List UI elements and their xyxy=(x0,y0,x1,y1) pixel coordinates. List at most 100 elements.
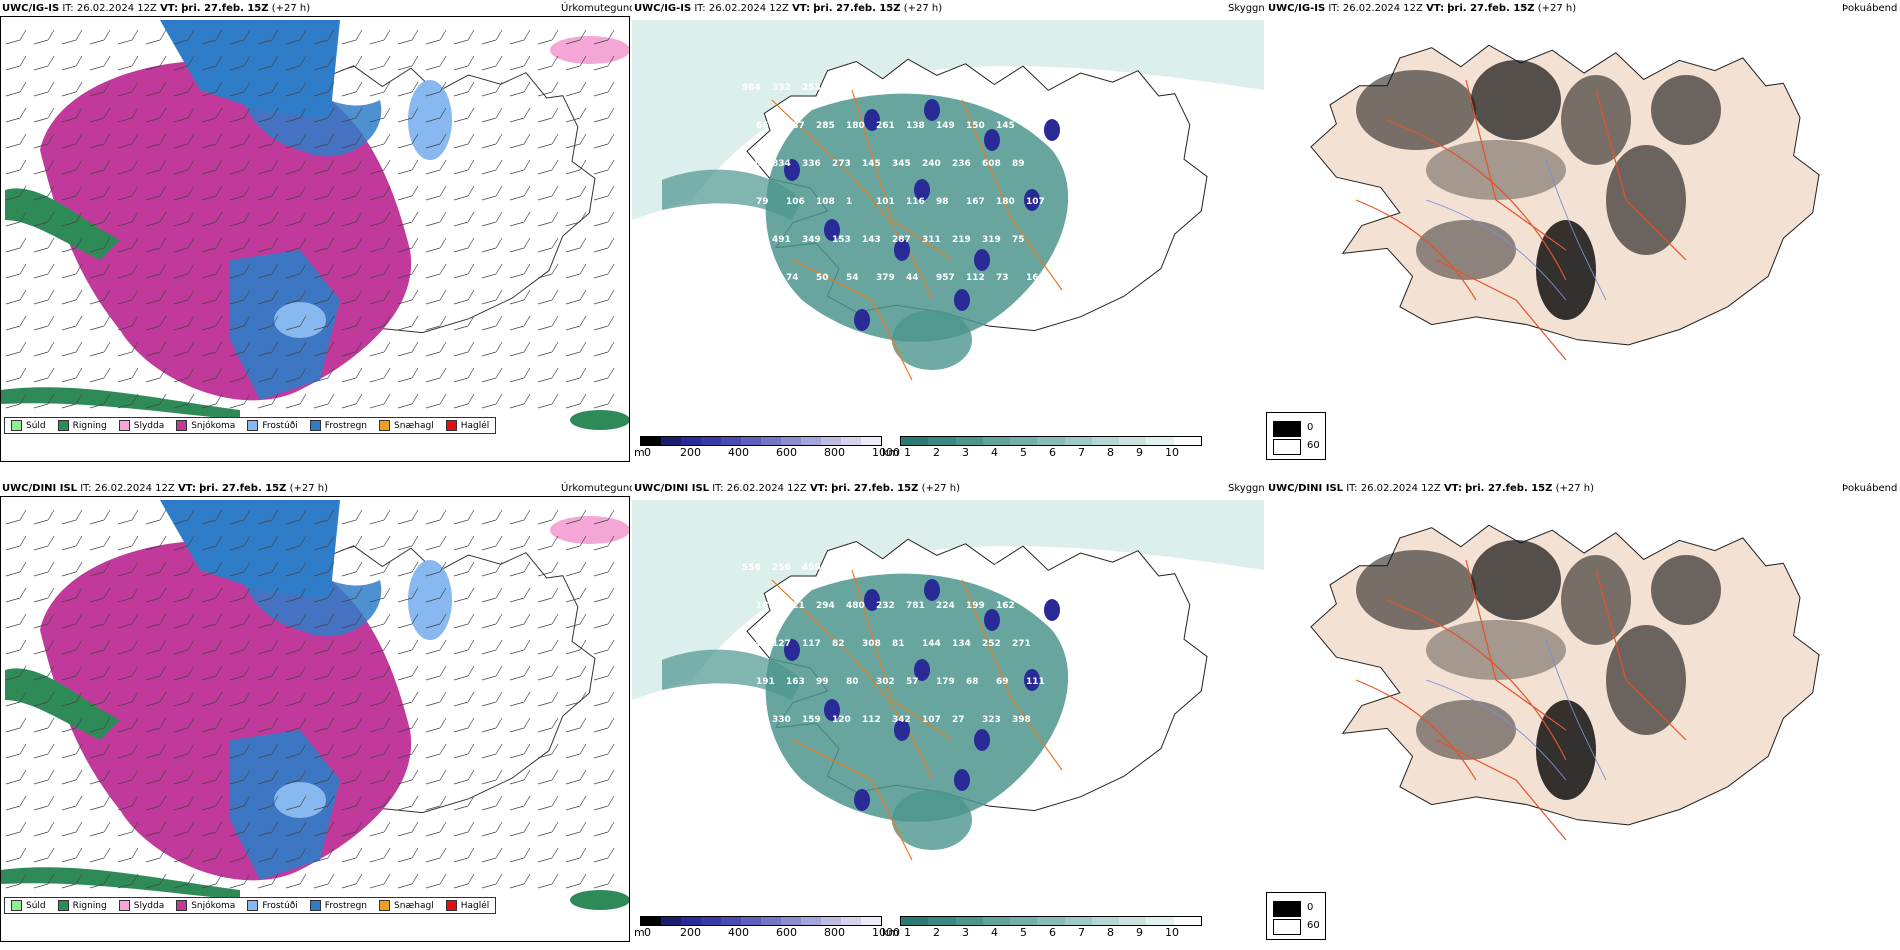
visibility-value: 191 xyxy=(756,677,775,687)
visibility-tick: 2 xyxy=(933,926,940,939)
visibility-value: 273 xyxy=(832,159,851,169)
visibility-value: 150 xyxy=(966,121,985,131)
legend-item: Frostregn xyxy=(309,420,367,431)
panel-header: UWC/DINI ISL IT: 26.02.2024 12Z VT: þri.… xyxy=(634,483,961,494)
visibility-value: 182 xyxy=(742,715,761,725)
visibility-value: 138 xyxy=(906,121,925,131)
visibility-value: 295 xyxy=(982,563,1001,573)
panel-header: UWC/DINI ISL IT: 26.02.2024 12Z VT: þri.… xyxy=(1268,483,1595,494)
visibility-tick: 3 xyxy=(962,446,969,459)
visibility-value: 112 xyxy=(966,273,985,283)
visibility-value: 111 xyxy=(1026,677,1045,687)
visibility-value: 107 xyxy=(922,563,941,573)
visibility-value: 44 xyxy=(906,273,919,283)
visibility-value: 556 xyxy=(742,563,761,573)
legend-item: Slydda xyxy=(118,420,165,431)
visibility-value: 107 xyxy=(1026,197,1045,207)
ceiling-tick: 800 xyxy=(824,926,845,939)
visibility-value: 349 xyxy=(802,235,821,245)
legend-item: Snjókoma xyxy=(176,420,235,431)
visibility-value: 840 xyxy=(892,83,911,93)
visibility-value: 285 xyxy=(816,121,835,131)
visibility-value: 332 xyxy=(772,83,791,93)
legend-label: Snjókoma xyxy=(191,420,236,431)
visibility-tick: 4 xyxy=(991,926,998,939)
visibility-value: 168 xyxy=(1026,273,1045,283)
visibility-value: 422 xyxy=(1026,121,1045,131)
visibility-value: 149 xyxy=(936,121,955,131)
visibility-value: 345 xyxy=(892,159,911,169)
visibility-value: 342 xyxy=(892,715,911,725)
ceiling-tick: 400 xyxy=(728,446,749,459)
visibility-tick: 5 xyxy=(1020,926,1027,939)
visibility-value: 73 xyxy=(996,273,1009,283)
visibility-value: 499 xyxy=(802,563,821,573)
legend-swatch xyxy=(247,900,259,911)
legend-label: Snjókoma xyxy=(191,900,236,911)
legend-item: Frostúði xyxy=(247,420,298,431)
visibility-value: 145 xyxy=(996,121,1015,131)
visibility-value: 162 xyxy=(996,601,1015,611)
ceiling-unit: m xyxy=(634,926,645,939)
visibility-value: 957 xyxy=(936,273,955,283)
visibility-value: 308 xyxy=(862,639,881,649)
visibility-value: 81 xyxy=(892,639,905,649)
legend-swatch xyxy=(309,420,321,431)
precip-map xyxy=(0,17,630,461)
visibility-value: 121 xyxy=(786,601,805,611)
visibility-value: 101 xyxy=(876,197,895,207)
visibility-value: 608 xyxy=(982,159,1001,169)
visibility-tick: 3 xyxy=(962,926,969,939)
legend-label: Súld xyxy=(26,900,46,911)
visibility-value: 99 xyxy=(816,677,829,687)
visibility-value: 271 xyxy=(1012,639,1031,649)
panel-title: Þokuábendi xyxy=(1842,3,1898,14)
visibility-value: 275 xyxy=(952,563,971,573)
visibility-value: 127 xyxy=(772,639,791,649)
visibility-value: 145 xyxy=(862,159,881,169)
visibility-value: 232 xyxy=(876,601,895,611)
visibility-value: 379 xyxy=(876,273,895,283)
visibility-value: 106 xyxy=(786,197,805,207)
visibility-value: 120 xyxy=(832,715,851,725)
visibility-value: 83 xyxy=(742,235,755,245)
visibility-value: 759 xyxy=(922,83,941,93)
visibility-value: 165 xyxy=(1026,601,1045,611)
visibility-value: 189 xyxy=(756,601,775,611)
visibility-tick: 6 xyxy=(1049,926,1056,939)
ceiling-tick: 200 xyxy=(680,926,701,939)
fog-map xyxy=(1266,17,1898,462)
legend-label: Snæhagl xyxy=(394,420,434,431)
visibility-tick: 1 xyxy=(904,446,911,459)
visibility-value: 153 xyxy=(832,235,851,245)
visibility-map: 556 256 499 424 589 155 107 275 295 242 189 121 294 4… xyxy=(632,497,1264,925)
visibility-value: 330 xyxy=(772,715,791,725)
visibility-panel-row1: UWC/IG-IS IT: 26.02.2024 12Z VT: þri. 27… xyxy=(632,0,1264,462)
legend-label: Haglél xyxy=(460,900,490,911)
visibility-value: 252 xyxy=(982,639,1001,649)
visibility-tick: 1 xyxy=(904,926,911,939)
legend-swatch xyxy=(176,420,188,431)
visibility-value: 79 xyxy=(756,197,769,207)
legend-item: Frostúði xyxy=(247,900,298,911)
visibility-value: 283 xyxy=(952,83,971,93)
legend-swatch xyxy=(247,420,259,431)
visibility-value: 781 xyxy=(906,601,925,611)
visibility-value: 261 xyxy=(876,121,895,131)
legend-label: Slydda xyxy=(133,420,165,431)
visibility-value: 398 xyxy=(1012,715,1031,725)
panel-title: Úrkomutegund xyxy=(561,483,632,494)
legend-swatch xyxy=(57,900,69,911)
visibility-value: 224 xyxy=(936,601,955,611)
fog-panel-row2: UWC/DINI ISL IT: 26.02.2024 12Z VT: þri.… xyxy=(1266,480,1898,942)
visibility-value: 287 xyxy=(892,235,911,245)
visibility-value: 163 xyxy=(786,677,805,687)
panel-header: UWC/IG-IS IT: 26.02.2024 12Z VT: þri. 27… xyxy=(2,3,311,14)
visibility-tick: 9 xyxy=(1136,446,1143,459)
fog-legend-row1: 0 60 xyxy=(1266,412,1326,460)
visibility-value: 311 xyxy=(922,235,941,245)
visibility-value: 198 xyxy=(742,159,761,169)
visibility-value: 589 xyxy=(862,563,881,573)
visibility-value: 1 xyxy=(846,197,852,207)
panel-header: UWC/IG-IS IT: 26.02.2024 12Z VT: þri. 27… xyxy=(634,3,943,14)
